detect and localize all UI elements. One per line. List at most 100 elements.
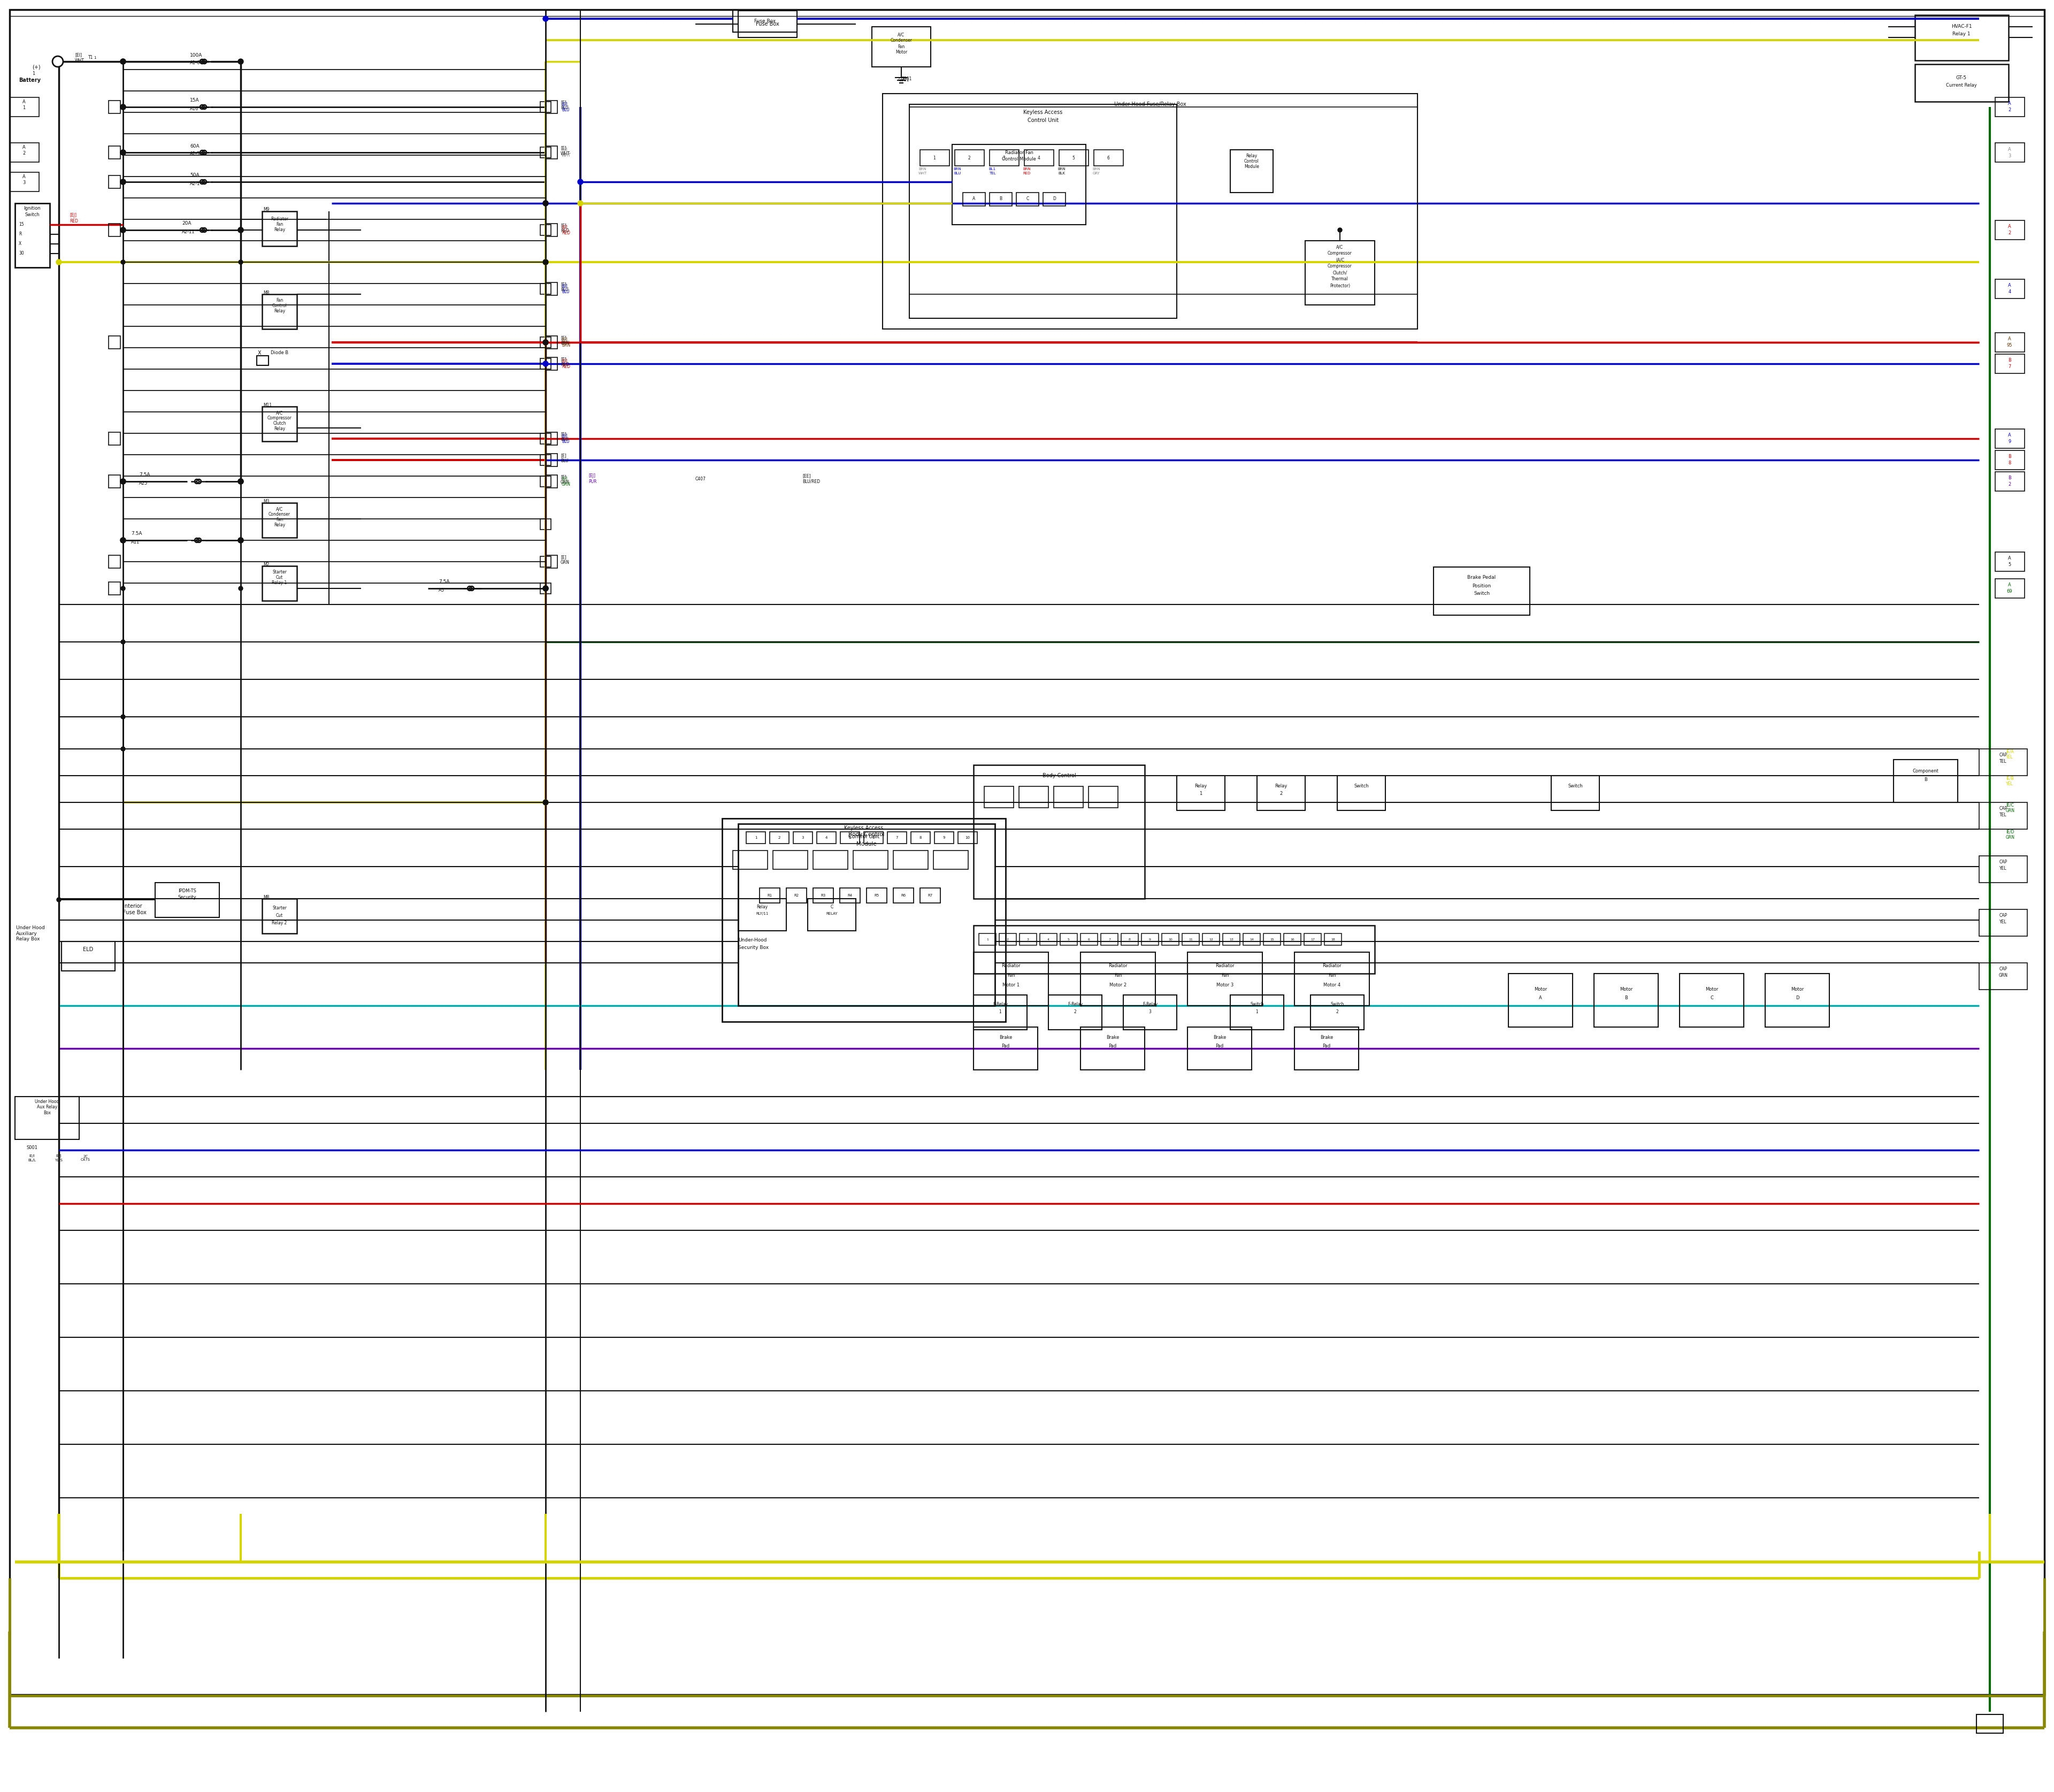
Text: R6: R6 <box>902 894 906 898</box>
Text: BL1
TEL: BL1 TEL <box>988 168 996 174</box>
Bar <box>1325 934 1341 944</box>
Bar <box>1434 566 1530 615</box>
Circle shape <box>121 228 125 233</box>
Bar <box>540 102 550 113</box>
Text: IE/I
BL/L: IE/I BL/L <box>29 1154 37 1161</box>
Bar <box>540 224 550 235</box>
Bar <box>990 192 1013 206</box>
Bar <box>963 192 986 206</box>
Text: 2: 2 <box>2009 108 2011 113</box>
Text: GRN: GRN <box>561 561 569 564</box>
Bar <box>1039 934 1058 944</box>
Text: Fan: Fan <box>275 518 283 521</box>
Bar <box>1508 973 1573 1027</box>
Text: R3: R3 <box>822 894 826 898</box>
Text: [EI]
WHT: [EI] WHT <box>74 52 84 63</box>
Bar <box>737 824 994 1005</box>
Text: [E]
BLU: [E] BLU <box>561 283 569 294</box>
Circle shape <box>121 151 125 154</box>
Text: Brake: Brake <box>1214 1036 1226 1039</box>
Text: [E]: [E] <box>561 556 567 559</box>
Bar <box>865 831 883 844</box>
Text: IE/C
GRN: IE/C GRN <box>2007 803 2015 814</box>
Text: 10: 10 <box>965 837 969 839</box>
Circle shape <box>542 16 548 22</box>
Text: A/C: A/C <box>898 32 906 38</box>
Text: Brake: Brake <box>1321 1036 1333 1039</box>
Bar <box>1183 934 1200 944</box>
Bar <box>737 898 787 930</box>
Text: 11: 11 <box>1189 937 1193 941</box>
Text: Clutch/: Clutch/ <box>1333 271 1347 276</box>
Circle shape <box>542 201 548 206</box>
Bar <box>257 357 269 366</box>
Circle shape <box>121 747 125 751</box>
Bar <box>920 151 949 167</box>
Circle shape <box>238 478 242 484</box>
Bar <box>1994 552 2025 572</box>
Bar <box>540 556 550 566</box>
Bar <box>1994 471 2025 491</box>
Bar <box>1019 787 1048 808</box>
Text: Compressor: Compressor <box>1327 263 1352 269</box>
Text: A: A <box>2009 102 2011 106</box>
Text: [E]
WHT: [E] WHT <box>561 147 571 158</box>
Bar <box>546 432 557 444</box>
Bar <box>263 898 298 934</box>
Bar <box>1980 962 2027 989</box>
Circle shape <box>542 340 548 346</box>
Circle shape <box>121 586 125 591</box>
Text: A: A <box>2009 337 2011 342</box>
Text: C: C <box>830 905 834 909</box>
Text: A2-1: A2-1 <box>189 181 199 186</box>
Bar <box>772 851 807 869</box>
Bar <box>1017 192 1039 206</box>
Text: BRN: BRN <box>561 340 569 346</box>
Text: 8: 8 <box>920 837 922 839</box>
Text: 60A: 60A <box>189 143 199 149</box>
Text: F-Relay: F-Relay <box>992 1002 1009 1007</box>
Bar <box>546 100 557 113</box>
Bar <box>1994 355 2025 373</box>
Bar <box>1019 934 1037 944</box>
Text: Current Relay: Current Relay <box>1945 82 1976 88</box>
Text: 17: 17 <box>1310 937 1315 941</box>
Text: (+): (+) <box>33 65 41 70</box>
Text: [E]: [E] <box>561 475 567 480</box>
Bar <box>852 851 887 869</box>
Bar <box>14 1097 80 1140</box>
Bar <box>540 147 550 158</box>
Bar <box>984 787 1013 808</box>
Text: IE/A
YEL: IE/A YEL <box>2007 749 2013 760</box>
Bar <box>546 224 557 237</box>
Text: M11: M11 <box>263 403 271 407</box>
Circle shape <box>121 260 125 263</box>
Text: Condenser: Condenser <box>889 38 912 43</box>
Text: 1: 1 <box>754 837 758 839</box>
Circle shape <box>238 538 242 543</box>
Bar <box>1994 428 2025 448</box>
Bar <box>1994 97 2025 116</box>
Bar <box>546 475 557 487</box>
Text: 5: 5 <box>2009 563 2011 568</box>
Circle shape <box>53 56 64 66</box>
Bar <box>1142 934 1158 944</box>
Text: Fuse Box: Fuse Box <box>754 18 776 23</box>
Text: Control Module: Control Module <box>1002 158 1035 161</box>
Text: A: A <box>2009 224 2011 229</box>
Text: A
2: A 2 <box>23 145 25 156</box>
Circle shape <box>542 586 548 591</box>
Text: [EE]
BLU/RED: [EE] BLU/RED <box>803 473 820 484</box>
Text: Switch: Switch <box>1331 1002 1343 1007</box>
Text: A: A <box>2009 582 2011 588</box>
Text: 18: 18 <box>1331 937 1335 941</box>
Circle shape <box>121 538 125 543</box>
Bar <box>540 520 550 530</box>
Text: A25: A25 <box>140 480 148 486</box>
Bar <box>737 11 797 38</box>
Text: Fan: Fan <box>1113 973 1121 978</box>
Text: F-Relay: F-Relay <box>1142 1002 1158 1007</box>
Bar <box>1680 973 1744 1027</box>
Text: HVAC-F1: HVAC-F1 <box>1951 25 1972 29</box>
Text: CAP: CAP <box>1999 860 2007 866</box>
